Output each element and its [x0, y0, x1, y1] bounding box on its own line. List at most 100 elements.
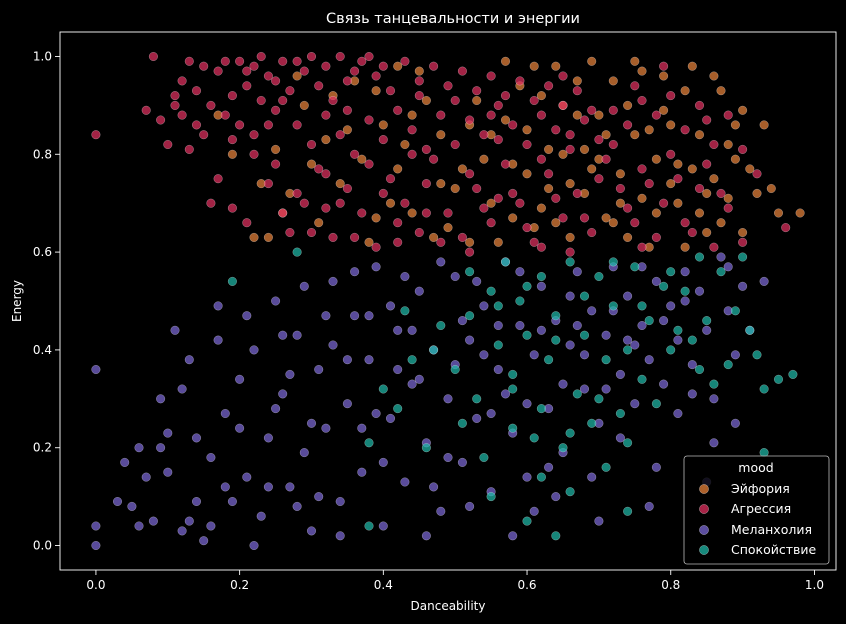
data-point-euphoria — [357, 154, 367, 164]
data-point-aggression — [450, 95, 460, 106]
data-point-aggression — [558, 100, 568, 110]
data-point-aggression — [436, 110, 446, 120]
data-point-euphoria — [436, 130, 446, 140]
data-point-calm — [730, 306, 740, 316]
data-point-euphoria — [429, 232, 439, 242]
data-point-melancholy — [292, 501, 302, 511]
data-point-melancholy — [623, 291, 633, 301]
data-point-aggression — [544, 81, 554, 91]
data-point-melancholy — [673, 408, 683, 419]
data-point-calm — [565, 257, 575, 267]
data-point-aggression — [680, 218, 690, 228]
data-point-aggression — [421, 144, 431, 154]
data-point-melancholy — [594, 516, 604, 526]
data-point-aggression — [235, 56, 245, 66]
data-point-melancholy — [342, 355, 352, 365]
x-axis-label: Danceability — [411, 599, 486, 613]
data-point-aggression — [666, 149, 676, 159]
data-point-melancholy — [508, 531, 518, 541]
data-point-melancholy — [630, 340, 640, 350]
data-point-aggression — [141, 105, 151, 115]
data-point-aggression — [256, 51, 266, 62]
legend-label-calm: Спокойствие — [731, 542, 817, 557]
legend-title: mood — [738, 460, 773, 475]
data-point-euphoria — [723, 193, 733, 203]
data-point-euphoria — [752, 188, 762, 198]
data-point-calm — [579, 291, 590, 301]
data-point-melancholy — [536, 281, 546, 291]
x-tick-label: 0.2 — [230, 578, 249, 592]
data-point-aggression — [536, 110, 546, 120]
data-point-euphoria — [306, 159, 317, 169]
data-point-aggression — [242, 218, 252, 228]
data-point-euphoria — [630, 56, 640, 66]
data-point-calm — [536, 271, 546, 282]
data-point-calm — [472, 394, 482, 404]
data-point-aggression — [594, 135, 604, 145]
data-point-melancholy — [472, 413, 482, 423]
data-point-melancholy — [350, 267, 360, 277]
legend-label-euphoria: Эйфория — [731, 481, 790, 496]
data-point-calm — [292, 247, 302, 257]
data-point-melancholy — [371, 408, 381, 419]
data-point-aggression — [414, 76, 424, 86]
data-point-euphoria — [738, 227, 748, 238]
data-point-melancholy — [91, 540, 101, 551]
data-point-melancholy — [220, 482, 230, 492]
data-point-melancholy — [651, 462, 661, 472]
data-point-calm — [694, 252, 705, 262]
y-tick-label: 1.0 — [33, 49, 52, 63]
data-point-aggression — [536, 242, 546, 252]
data-point-euphoria — [615, 198, 625, 208]
data-point-calm — [694, 364, 705, 375]
data-point-melancholy — [278, 330, 288, 340]
y-axis-label: Energy — [10, 280, 24, 322]
y-tick-label: 0.6 — [33, 245, 52, 259]
data-point-melancholy — [213, 301, 223, 311]
y-axis: 0.0 0.2 0.4 0.6 0.8 1.0 — [33, 49, 60, 553]
data-point-melancholy — [163, 467, 173, 477]
y-tick-label: 0.2 — [33, 441, 52, 455]
data-point-aggression — [163, 139, 173, 150]
data-point-euphoria — [472, 95, 482, 106]
data-point-euphoria — [673, 159, 683, 169]
data-point-aggression — [457, 232, 467, 242]
data-point-euphoria — [702, 188, 712, 198]
data-point-euphoria — [378, 120, 388, 130]
data-point-euphoria — [637, 193, 647, 203]
data-point-melancholy — [235, 423, 245, 433]
data-point-calm — [723, 360, 733, 370]
data-point-euphoria — [522, 169, 532, 179]
data-point-melancholy — [184, 355, 194, 365]
data-point-aggression — [321, 203, 331, 213]
y-tick-label: 0.4 — [33, 343, 52, 357]
data-point-melancholy — [385, 413, 396, 423]
data-point-euphoria — [407, 110, 417, 120]
data-point-melancholy — [421, 531, 431, 541]
data-point-aggression — [486, 218, 496, 228]
data-point-aggression — [170, 100, 180, 110]
data-point-calm — [457, 418, 467, 428]
data-point-calm — [587, 418, 597, 428]
data-point-aggression — [486, 110, 496, 120]
data-point-melancholy — [738, 281, 748, 291]
data-point-euphoria — [558, 149, 568, 159]
data-point-aggression — [292, 56, 302, 66]
data-point-melancholy — [91, 364, 101, 375]
data-point-calm — [630, 262, 640, 272]
data-point-aggression — [357, 56, 367, 66]
data-point-calm — [666, 345, 676, 355]
data-point-aggression — [220, 110, 230, 120]
data-point-melancholy — [472, 276, 482, 286]
data-point-euphoria — [766, 183, 776, 194]
data-point-aggression — [278, 56, 288, 66]
data-point-melancholy — [184, 516, 194, 526]
data-point-aggression — [651, 232, 661, 242]
data-point-calm — [536, 404, 546, 414]
data-point-melancholy — [666, 301, 676, 311]
data-point-melancholy — [206, 452, 216, 463]
data-point-aggression — [673, 174, 683, 184]
data-point-aggression — [529, 237, 539, 247]
data-point-melancholy — [335, 496, 345, 507]
data-point-melancholy — [601, 330, 611, 340]
